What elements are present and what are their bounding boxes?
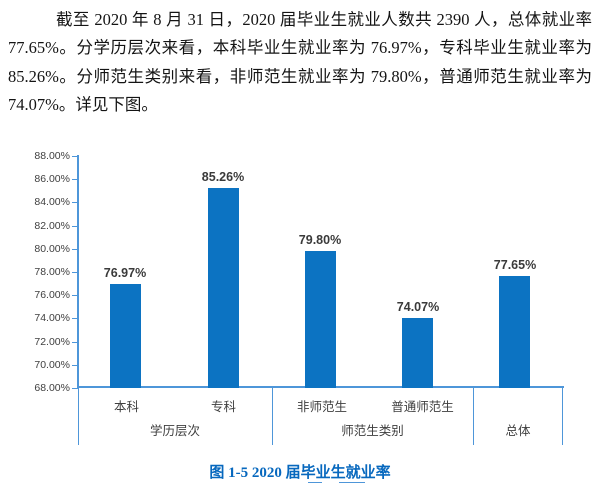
y-axis-tick <box>72 248 78 250</box>
paragraph-line: 85.26%。分师范生类别来看，非师范生就业率为 79.80%，普通师范生就业率… <box>8 66 592 86</box>
bar-value-label: 76.97% <box>103 265 147 280</box>
bar-value-label: 85.26% <box>201 169 245 184</box>
y-axis-tick <box>72 388 78 389</box>
bar-value-label: 77.65% <box>493 258 537 273</box>
category-label: 专科 <box>210 400 236 414</box>
figure-caption: 图 1-5 2020 届毕业生就业率 <box>209 465 391 481</box>
y-axis-tick-label: 84.00% <box>34 196 70 208</box>
y-axis-tick-label: 68.00% <box>34 382 70 394</box>
paragraph-line: 截至 2020 年 8 月 31 日，2020 届毕业生就业人数共 2390 人… <box>56 10 592 29</box>
category-group-label: 学历层次 <box>149 424 200 438</box>
y-axis-tick-label: 88.00% <box>34 150 70 162</box>
category-group-label: 总体 <box>505 424 531 438</box>
y-axis-tick <box>72 202 78 204</box>
y-axis-tick-label: 80.00% <box>34 243 70 255</box>
y-axis-tick-label: 78.00% <box>34 266 70 278</box>
bar-benke <box>110 283 141 388</box>
category-divider <box>78 388 79 445</box>
y-axis-tick <box>72 272 78 273</box>
body-text: 截至 2020 年 8 月 31 日，2020 届毕业生就业人数共 2390 人… <box>8 6 592 120</box>
proofing-underline <box>339 482 365 483</box>
y-axis-tick-label: 70.00% <box>34 359 70 371</box>
category-divider <box>562 388 563 445</box>
y-axis-tick <box>72 364 78 366</box>
bar-putongshifansheng <box>402 317 433 388</box>
category-divider <box>272 388 273 445</box>
y-axis-tick <box>72 341 78 343</box>
y-axis-line <box>77 155 79 388</box>
y-axis-tick <box>72 318 78 320</box>
bar-value-label: 79.80% <box>298 233 342 248</box>
y-axis-tick <box>72 225 78 227</box>
category-label: 非师范生 <box>296 400 347 414</box>
y-axis-tick <box>72 156 78 157</box>
y-axis-tick-label: 86.00% <box>34 173 70 185</box>
bar-value-label: 74.07% <box>396 299 440 314</box>
y-axis-tick-label: 72.00% <box>34 336 70 348</box>
category-label: 本科 <box>113 400 139 414</box>
paragraph-line: 77.65%。分学历层次来看，本科毕业生就业率为 76.97%，专科毕业生就业率… <box>8 38 592 58</box>
category-group-label: 师范生类别 <box>341 424 404 438</box>
bar-feishifansheng <box>305 251 336 388</box>
bar-zongti <box>499 276 530 388</box>
y-axis-tick <box>72 295 78 297</box>
y-axis-tick-label: 76.00% <box>34 289 70 301</box>
proofing-underline <box>308 482 322 483</box>
category-divider <box>473 388 474 445</box>
y-axis-tick-label: 82.00% <box>34 220 70 232</box>
category-label: 普通师范生 <box>391 400 454 414</box>
y-axis-tick-label: 74.00% <box>34 312 70 324</box>
bar-zhuanke <box>208 187 239 388</box>
y-axis-tick <box>72 179 78 181</box>
paragraph-line: 74.07%。详见下图。 <box>8 95 158 115</box>
